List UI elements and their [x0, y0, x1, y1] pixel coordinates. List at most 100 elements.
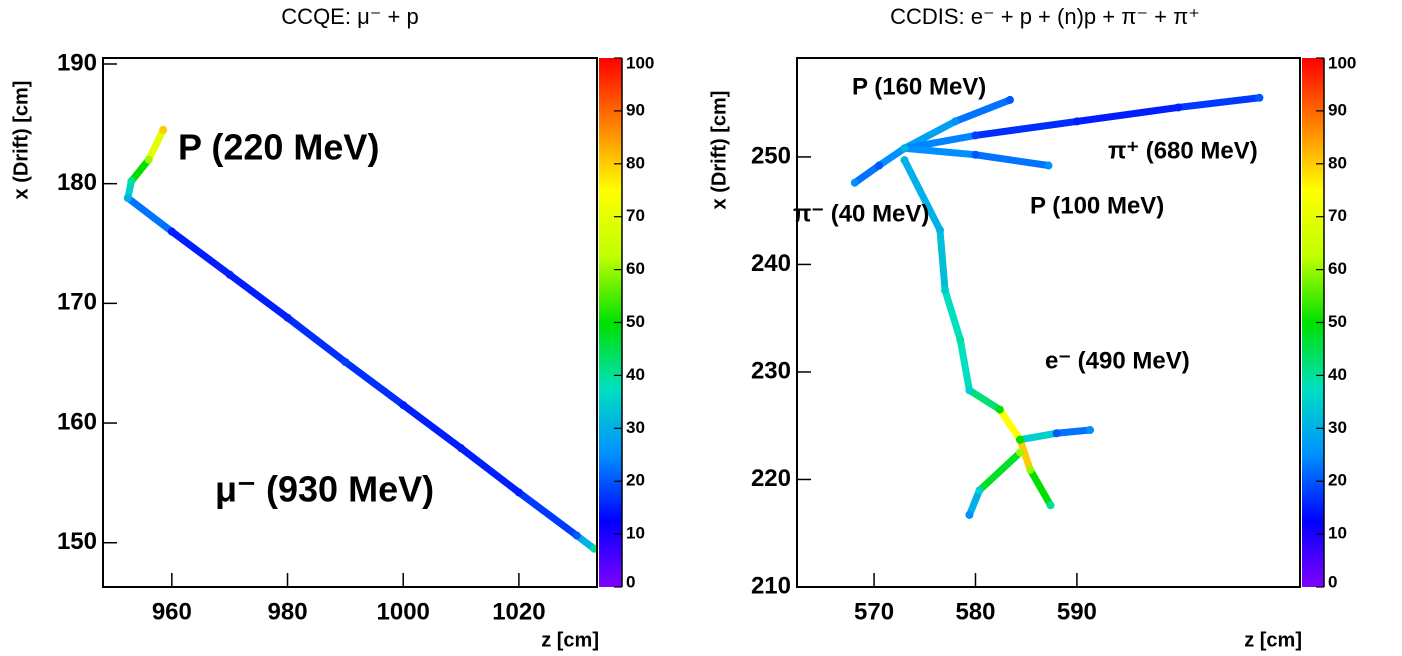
track-annotation: π⁺ (680 MeV)	[1108, 137, 1258, 164]
track-point	[995, 405, 1004, 414]
colorbar-tick-label: 40	[1328, 365, 1347, 384]
y-tick-label: 160	[57, 408, 97, 435]
track-segment	[956, 336, 973, 394]
track-segment	[168, 228, 234, 279]
colorbar-tick-label: 80	[1328, 153, 1347, 172]
colorbar-tick-label: 50	[626, 312, 645, 331]
y-axis-label: x (Drift) [cm]	[10, 81, 32, 200]
chart-title: CCQE: μ⁻ + p	[281, 4, 418, 29]
track-segment	[900, 144, 979, 159]
track-segment	[936, 226, 949, 294]
track-annotation: e⁻ (490 MeV)	[1045, 347, 1190, 374]
y-tick-label: 220	[751, 465, 791, 492]
track-point	[283, 313, 292, 322]
track-segment	[1174, 94, 1263, 111]
track-point	[951, 117, 960, 126]
track-point	[1052, 429, 1061, 438]
track-segment	[515, 488, 581, 540]
colorbar-tick-label: 0	[1328, 572, 1337, 591]
track-segment	[457, 444, 523, 496]
track-segment	[124, 194, 176, 236]
track-segment	[971, 117, 1081, 139]
track-point	[971, 131, 980, 140]
track-segment	[226, 271, 292, 322]
colorbar-tick-label: 50	[1328, 312, 1347, 331]
track-point	[935, 226, 944, 235]
colorbar	[599, 58, 622, 587]
colorbar-tick-label: 80	[626, 153, 645, 172]
track-point	[875, 161, 884, 170]
track-point	[1072, 117, 1081, 126]
colorbar-tick-label: 20	[1328, 471, 1347, 490]
track-segment	[1016, 436, 1034, 474]
track-point	[1255, 93, 1264, 102]
track-segment	[941, 286, 964, 344]
colorbar-tick-label: 30	[1328, 418, 1347, 437]
track-point	[1026, 465, 1035, 474]
track-point	[1174, 103, 1183, 112]
chart-title: CCDIS: e⁻ + p + (n)p + π⁻ + π⁺	[890, 4, 1200, 29]
x-tick-label: 570	[854, 598, 894, 625]
track-segment	[875, 144, 908, 170]
colorbar-tick-label: 30	[626, 418, 645, 437]
track-point	[1016, 448, 1025, 457]
track-segment	[851, 162, 883, 187]
track-annotation: P (160 MeV)	[852, 73, 986, 100]
colorbar-tick-label: 20	[626, 471, 645, 490]
plot-frame	[102, 57, 598, 588]
track-point	[975, 486, 984, 495]
track-segment	[951, 96, 1014, 125]
track-segment	[1016, 429, 1061, 444]
colorbar-tick-label: 10	[626, 524, 645, 543]
track-segment	[341, 358, 407, 409]
colorbar-tick-label: 100	[1328, 53, 1356, 72]
x-tick-label: 980	[268, 598, 308, 625]
track-segment	[1073, 103, 1182, 125]
track-segment	[1026, 466, 1055, 509]
track-point	[457, 444, 466, 453]
x-axis-label: z [cm]	[541, 629, 599, 651]
y-tick-label: 170	[57, 289, 97, 316]
track-point	[167, 227, 176, 236]
plot-frame	[796, 57, 1301, 588]
track-segment	[127, 156, 153, 185]
y-tick-label: 230	[751, 357, 791, 384]
track-point	[1016, 435, 1025, 444]
track-point	[225, 270, 234, 279]
x-axis-label: z [cm]	[1244, 629, 1302, 651]
colorbar-tick-label: 90	[1328, 100, 1347, 119]
colorbar-tick-label: 40	[626, 365, 645, 384]
colorbar-tick-label: 60	[626, 259, 645, 278]
colorbar-tick-label: 70	[1328, 206, 1347, 225]
track-point	[123, 194, 132, 203]
y-tick-label: 240	[751, 250, 791, 277]
y-tick-label: 250	[751, 142, 791, 169]
colorbar-tick-label: 10	[1328, 524, 1347, 543]
track-segment	[971, 151, 1052, 170]
track-point	[572, 531, 581, 540]
plot-area	[103, 58, 597, 587]
track-segment	[399, 401, 465, 452]
x-tick-label: 1020	[492, 598, 545, 625]
track-point	[900, 156, 909, 165]
track-point	[965, 386, 974, 395]
track-annotation: μ⁻ (930 MeV)	[215, 469, 434, 510]
y-axis-label: x (Drift) [cm]	[708, 91, 730, 210]
y-tick-label: 180	[57, 169, 97, 196]
track-segment	[965, 486, 984, 519]
track-point	[514, 488, 523, 497]
track-segment	[976, 449, 1024, 494]
track-segment	[900, 156, 944, 234]
track-point	[1086, 426, 1095, 435]
track-point	[1046, 501, 1055, 510]
track-annotation: P (220 MeV)	[178, 127, 379, 168]
track-point	[1005, 95, 1014, 104]
x-tick-label: 580	[955, 598, 995, 625]
x-tick-label: 960	[152, 598, 192, 625]
track-point	[399, 401, 408, 410]
track-segment	[1053, 426, 1094, 437]
track-point	[971, 150, 980, 159]
track-point	[941, 286, 950, 295]
colorbar-tick-label: 90	[626, 100, 645, 119]
